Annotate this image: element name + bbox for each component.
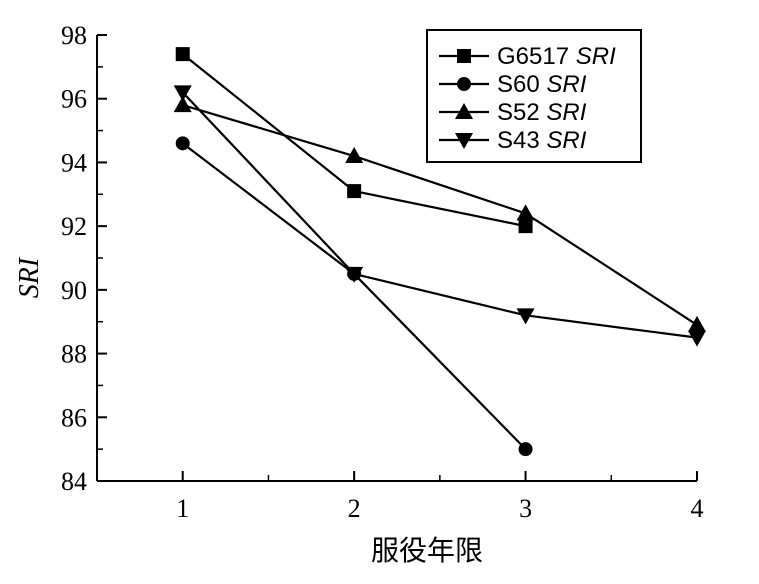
data-point bbox=[345, 266, 364, 283]
data-point bbox=[173, 85, 192, 102]
legend-marker bbox=[457, 49, 471, 63]
legend-item: G6517 SRI bbox=[439, 43, 616, 70]
series-3 bbox=[173, 96, 706, 332]
series-line bbox=[182, 104, 698, 326]
legend-marker bbox=[457, 77, 471, 91]
data-point bbox=[173, 96, 192, 113]
y-tick-label: 96 bbox=[61, 85, 87, 114]
y-tick-label: 86 bbox=[61, 403, 87, 432]
legend-label-name: G6517 bbox=[497, 43, 576, 70]
data-point bbox=[175, 136, 190, 151]
series-4 bbox=[173, 85, 706, 347]
legend-label-metric: SRI bbox=[546, 99, 586, 126]
legend-label-metric: SRI bbox=[576, 43, 616, 70]
x-tick-label: 4 bbox=[691, 494, 704, 523]
axes: 84 86 88 90 92 94 96 98 1 2 3 4 bbox=[61, 21, 704, 523]
legend-marker bbox=[455, 103, 473, 119]
x-tick-label: 3 bbox=[519, 494, 532, 523]
y-tick-label: 84 bbox=[61, 467, 87, 496]
data-point bbox=[518, 442, 533, 457]
legend-label: S52 SRI bbox=[497, 99, 587, 126]
series-1 bbox=[175, 47, 533, 234]
data-point bbox=[688, 315, 706, 332]
data-point bbox=[516, 308, 535, 325]
y-tick-label: 90 bbox=[61, 276, 87, 305]
data-point bbox=[345, 147, 364, 164]
y-tick-label: 92 bbox=[61, 212, 87, 241]
legend-label: S60 SRI bbox=[497, 71, 587, 98]
legend-label-metric: SRI bbox=[546, 71, 586, 98]
data-point bbox=[347, 184, 362, 199]
data-point bbox=[175, 47, 190, 62]
y-axis-title: SRI bbox=[14, 256, 45, 298]
y-tick-label: 98 bbox=[61, 21, 87, 50]
data-point bbox=[688, 330, 706, 347]
legend-item: S52 SRI bbox=[439, 99, 587, 126]
x-tick-label: 2 bbox=[348, 494, 361, 523]
y-tick-label: 94 bbox=[61, 148, 87, 177]
legend-label-name: S60 bbox=[497, 71, 546, 98]
legend-item: S43 SRI bbox=[439, 127, 587, 154]
data-point bbox=[516, 204, 535, 221]
series-line bbox=[181, 91, 698, 339]
legend-label-name: S43 bbox=[497, 127, 546, 154]
x-axis-title: 服役年限 bbox=[371, 535, 483, 567]
legend-item: S60 SRI bbox=[439, 71, 587, 98]
legend-label: G6517 SRI bbox=[497, 43, 616, 70]
legend-label-metric: SRI bbox=[546, 127, 586, 154]
legend-label-name: S52 bbox=[497, 99, 546, 126]
series-group bbox=[173, 47, 706, 457]
data-point bbox=[518, 219, 533, 234]
legend-marker bbox=[455, 133, 473, 149]
legend-label: S43 SRI bbox=[497, 127, 587, 154]
y-tick-label: 88 bbox=[61, 340, 87, 369]
x-tick-label: 1 bbox=[176, 494, 189, 523]
